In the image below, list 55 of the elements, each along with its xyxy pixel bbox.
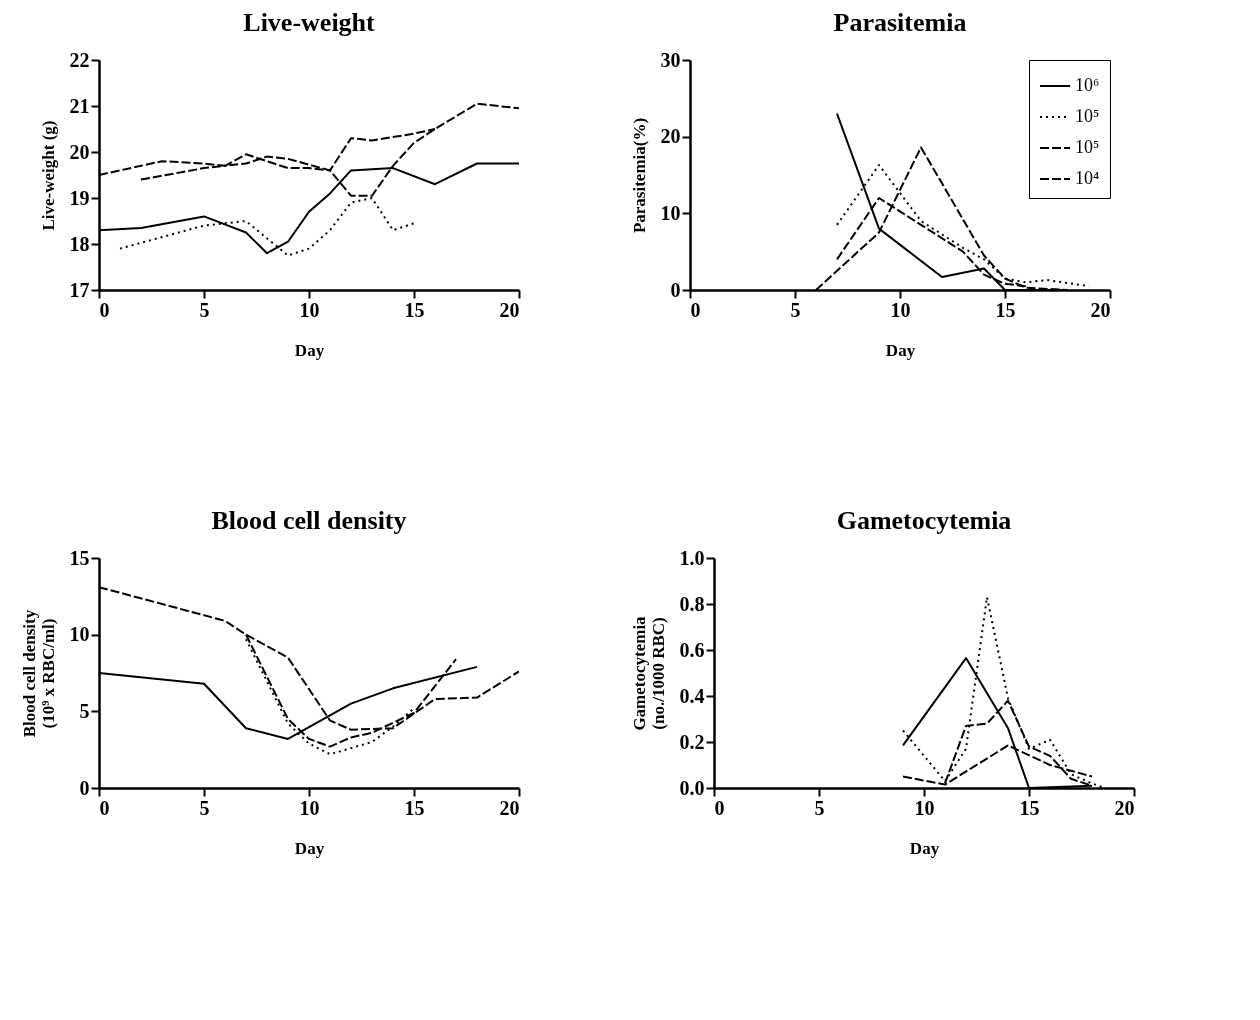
x-tick-label: 20 (499, 298, 520, 321)
legend-label: 10⁵ (1075, 106, 1100, 126)
x-tick-label: 20 (1090, 298, 1111, 321)
x-tick-label: 10 (890, 298, 911, 321)
chart-title: Parasitemia (833, 8, 967, 37)
x-tick-label: 5 (199, 298, 210, 321)
chart-title: Blood cell density (211, 506, 407, 535)
y-tick-label: 0.4 (679, 684, 705, 707)
y-axis-title: Live-weight (g) (38, 120, 58, 231)
y-tick-label: 18 (69, 232, 90, 255)
y-tick-label: 20 (69, 140, 90, 163)
y-tick-label: 0.2 (679, 730, 705, 753)
chart-title: Gametocytemia (836, 506, 1012, 535)
x-tick-label: 15 (404, 796, 425, 819)
legend-label: 10⁴ (1075, 168, 1100, 188)
y-tick-label: 20 (660, 125, 681, 148)
legend-label: 10⁶ (1075, 75, 1100, 95)
y-tick-label: 10 (660, 201, 681, 224)
y-tick-label: 19 (69, 186, 90, 209)
chart-title: Live-weight (243, 8, 376, 37)
y-tick-label: 17 (69, 278, 90, 301)
x-tick-label: 5 (814, 796, 825, 819)
y-tick-label: 15 (69, 546, 90, 569)
x-tick-label: 5 (790, 298, 801, 321)
y-tick-label: 0 (670, 278, 681, 301)
y-tick-label: 1.0 (679, 546, 705, 569)
x-axis-title: Day (885, 340, 916, 360)
y-tick-label: 0.8 (679, 592, 705, 615)
x-axis-title: Day (294, 838, 325, 858)
y-tick-label: 10 (69, 623, 90, 646)
y-tick-label: 0.6 (679, 638, 705, 661)
y-tick-label: 22 (69, 48, 90, 71)
y-axis-title: Gametocytemia (no./1000 RBC) (629, 615, 668, 731)
y-axis-title: Blood cell density (10⁹ x RBC/ml) (19, 609, 58, 738)
y-tick-label: 21 (69, 94, 90, 117)
x-tick-label: 15 (995, 298, 1016, 321)
x-tick-label: 5 (199, 796, 210, 819)
x-tick-label: 0 (714, 796, 725, 819)
x-tick-label: 20 (499, 796, 520, 819)
x-tick-label: 10 (299, 796, 320, 819)
x-tick-label: 10 (914, 796, 935, 819)
x-axis-title: Day (909, 838, 940, 858)
x-tick-label: 15 (1019, 796, 1040, 819)
y-tick-label: 5 (79, 699, 90, 722)
y-tick-label: 30 (660, 48, 681, 71)
x-axis-title: Day (294, 340, 325, 360)
legend-label: 10⁵ (1075, 137, 1100, 157)
x-tick-label: 0 (99, 298, 110, 321)
x-tick-label: 15 (404, 298, 425, 321)
y-axis-title: Parasitemia(%) (629, 117, 649, 234)
x-tick-label: 10 (299, 298, 320, 321)
y-tick-label: 0 (79, 776, 90, 799)
x-tick-label: 20 (1114, 796, 1135, 819)
x-tick-label: 0 (99, 796, 110, 819)
y-tick-label: 0.0 (679, 776, 705, 799)
